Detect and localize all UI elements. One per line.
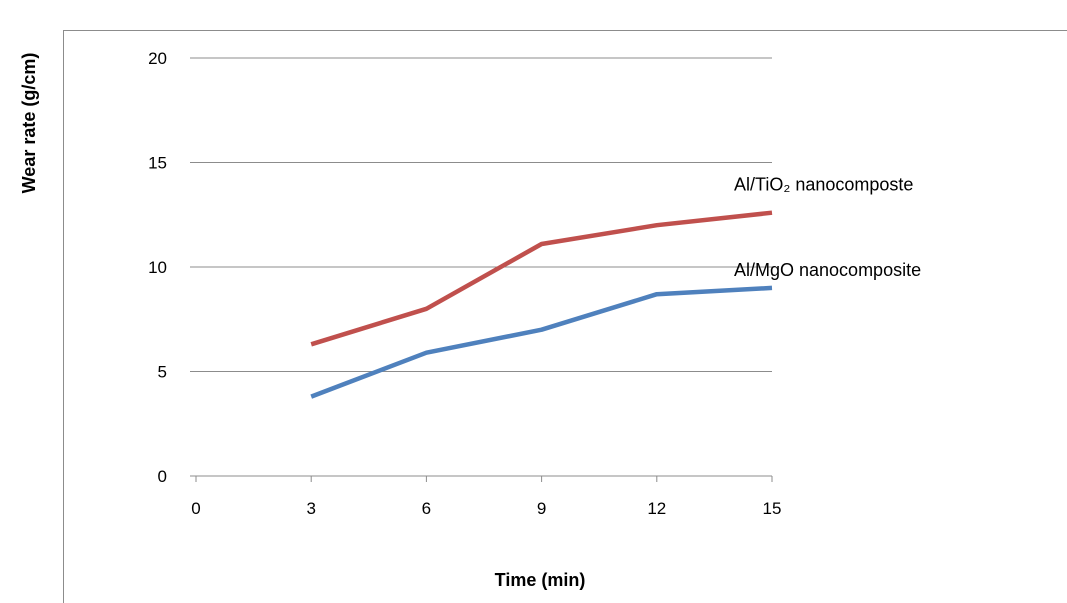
y-axis-title: Wear rate (g/cm)	[19, 53, 39, 194]
series-line-1	[310, 285, 773, 399]
series-line-0	[310, 210, 773, 347]
series-labels: Al/TiO₂ nanocomposte Al/MgO nanocomposite	[734, 175, 921, 280]
y-tick-label: 0	[158, 467, 167, 486]
x-tick-label: 12	[647, 499, 666, 518]
x-tick-label: 15	[763, 499, 782, 518]
x-tick-label: 6	[422, 499, 431, 518]
series-lines	[310, 210, 773, 399]
series-label-0: Al/TiO₂ nanocomposte	[734, 175, 913, 195]
x-tick-label: 9	[537, 499, 546, 518]
axes	[190, 475, 773, 482]
series-label-1: Al/MgO nanocomposite	[734, 260, 921, 280]
tick-labels: 0 5 10 15 20 0 3 6 9 12 15	[148, 49, 781, 518]
x-tick-label: 3	[306, 499, 315, 518]
x-tick-label: 0	[191, 499, 200, 518]
chart-frame	[63, 30, 1067, 603]
y-tick-label: 20	[148, 49, 167, 68]
gridlines	[190, 57, 772, 372]
y-tick-label: 15	[148, 154, 167, 173]
y-tick-label: 5	[158, 363, 167, 382]
y-tick-label: 10	[148, 258, 167, 277]
x-axis-title: Time (min)	[495, 570, 586, 590]
